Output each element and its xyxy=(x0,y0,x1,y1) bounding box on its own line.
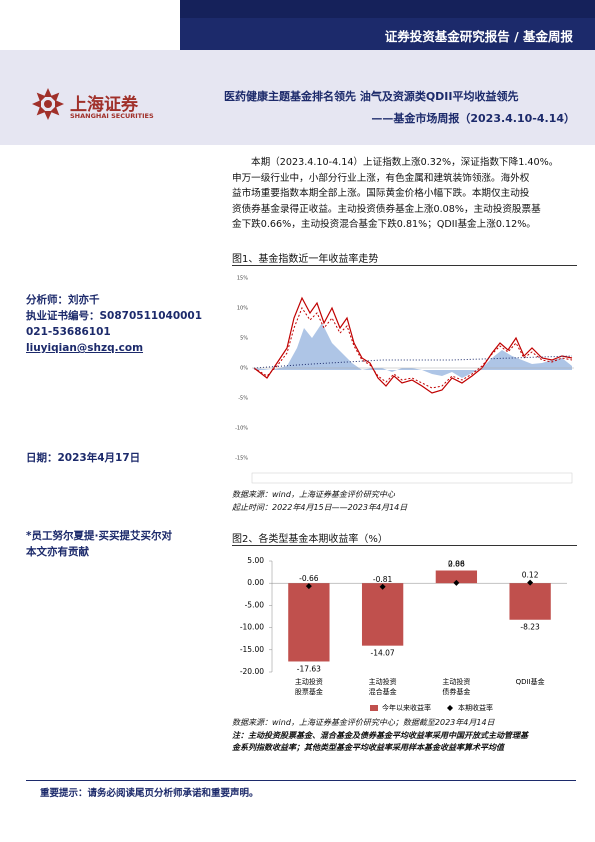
legend-swatch xyxy=(370,705,378,711)
bar xyxy=(361,583,404,646)
note: 注：主动投资股票基金、混合基金及债券基金平均收益率采用中国开放式主动管理基 xyxy=(232,731,528,740)
rule xyxy=(232,545,577,546)
point xyxy=(453,579,460,586)
text-line: 益市场重要指数本期全部上涨。国际黄金价格小幅下跌。本期仅主动投 xyxy=(232,188,530,199)
line-series xyxy=(253,355,573,369)
point xyxy=(379,583,386,590)
bar xyxy=(509,583,551,620)
data-label: 0.12 xyxy=(522,571,539,580)
title-block xyxy=(0,50,595,145)
data-label: -0.81 xyxy=(373,575,393,584)
data-label: -8.23 xyxy=(520,623,540,632)
text-line: 申万一级行业中，小部分行业上涨，有色金属和建筑装饰领涨。海外权 xyxy=(232,172,530,184)
footer-notice: 重要提示：请务必阅读尾页分析师承诺和重要声明。 xyxy=(40,788,259,799)
logo-text: 上海证券 xyxy=(70,95,138,115)
footer-rule xyxy=(26,780,576,781)
y-tick-label: 5% xyxy=(240,336,248,342)
y-tick-label: 5.00 xyxy=(247,556,264,565)
data-label: -14.07 xyxy=(371,649,395,658)
y-tick-label: -5% xyxy=(238,396,248,402)
figure-title: 图1、基金指数近一年收益率走势 xyxy=(232,254,379,265)
logo-mark xyxy=(32,88,64,120)
legend-swatch xyxy=(447,705,453,711)
license: 执业证书编号：S0870511040001 xyxy=(26,310,203,322)
text-line: 资债券基金录得正收益。主动投资债券基金上涨0.08%，主动投资股票基 xyxy=(232,203,541,215)
text-line: 金下跌0.66%，主动投资混合基金下跌0.81%；QDII基金上涨0.12%。 xyxy=(232,219,536,230)
x-tick-label: 混合基金 xyxy=(369,687,397,696)
figure-1: 15% 10% 5% 0% -5% -10% -15% xyxy=(232,268,577,488)
bar xyxy=(288,583,330,662)
line-series xyxy=(253,306,573,389)
x-tick-label: 股票基金 xyxy=(295,687,323,696)
plot-bg xyxy=(232,268,577,488)
analyst: 分析师：刘亦千 xyxy=(26,294,100,306)
period: 起止时间：2022年4月15日——2023年4月14日 xyxy=(232,503,408,512)
point xyxy=(527,579,534,586)
report-category: 证券投资基金研究报告 / 基金周报 xyxy=(384,29,573,44)
report-subtitle: ——基金市场周报（2023.4.10-4.14） xyxy=(371,112,575,125)
legend-label: 今年以来收益率 xyxy=(382,703,431,712)
y-tick-label: 10% xyxy=(237,306,248,312)
y-tick-label: -15% xyxy=(235,456,248,462)
y-tick-label: -5.00 xyxy=(245,600,265,609)
bar xyxy=(435,570,478,584)
x-tick-label: 主动投资 xyxy=(442,677,470,686)
y-tick-label: 0.00 xyxy=(247,578,264,587)
logo-subtext: SHANGHAI SECURITIES xyxy=(70,112,154,120)
rule xyxy=(232,265,577,266)
summary: 本期（2023.4.10-4.14）上证指数上涨0.32%，深证指数下降1.40… xyxy=(232,155,558,233)
contributor: *员工努尔夏提·买买提艾买尔对 xyxy=(26,530,172,542)
note: 金系列指数收益率；其他类型基金平均收益率采用样本基金收益率算术平均值 xyxy=(232,743,504,752)
source: 数据来源：wind，上海证券基金评价研究中心 xyxy=(232,490,395,499)
x-tick-label: QDII基金 xyxy=(516,677,545,686)
y-tick-label: -10% xyxy=(235,426,248,432)
contributor: 本文亦有贡献 xyxy=(26,546,89,558)
x-tick-label: 债券基金 xyxy=(442,687,470,696)
legend-box xyxy=(251,472,573,484)
area-series xyxy=(254,323,572,378)
x-tick-label: 主动投资 xyxy=(295,677,323,686)
date: 日期：2023年4月17日 xyxy=(26,452,141,464)
email[interactable]: liuyiqian@shzq.com xyxy=(26,342,144,354)
data-label: 2.86 xyxy=(448,560,465,569)
text-line: 本期（2023.4.10-4.14）上证指数上涨0.32%，深证指数下降1.40… xyxy=(251,157,559,168)
legend-label: 本期收益率 xyxy=(458,703,493,712)
y-tick-label: -20.00 xyxy=(240,667,264,676)
y-tick-label: 0% xyxy=(240,366,248,372)
figure-title: 图2、各类型基金本期收益率（%） xyxy=(232,534,388,545)
x-tick-label: 主动投资 xyxy=(369,677,397,686)
source: 数据来源：wind，上海证券基金评价研究中心；数据截至2023年4月14日 xyxy=(232,718,495,727)
data-label: 0.08 xyxy=(448,560,465,569)
header-band xyxy=(180,18,595,50)
y-tick-label: 15% xyxy=(237,276,248,282)
report-title: 医药健康主题基金排名领先 油气及资源类QDII平均收益领先 xyxy=(224,90,519,103)
line-series xyxy=(253,296,573,394)
y-tick-label: -15.00 xyxy=(240,645,264,654)
point xyxy=(305,583,312,590)
bar-chart: 5.00 0.00 -5.00 -10.00 -15.00 -20.00 -17.63 -0.… xyxy=(240,556,567,712)
phone: 021-53686101 xyxy=(26,326,111,338)
y-tick-label: -10.00 xyxy=(240,623,264,632)
header-strip xyxy=(180,0,595,18)
data-label: -0.66 xyxy=(299,574,319,583)
data-label: -17.63 xyxy=(297,664,321,673)
